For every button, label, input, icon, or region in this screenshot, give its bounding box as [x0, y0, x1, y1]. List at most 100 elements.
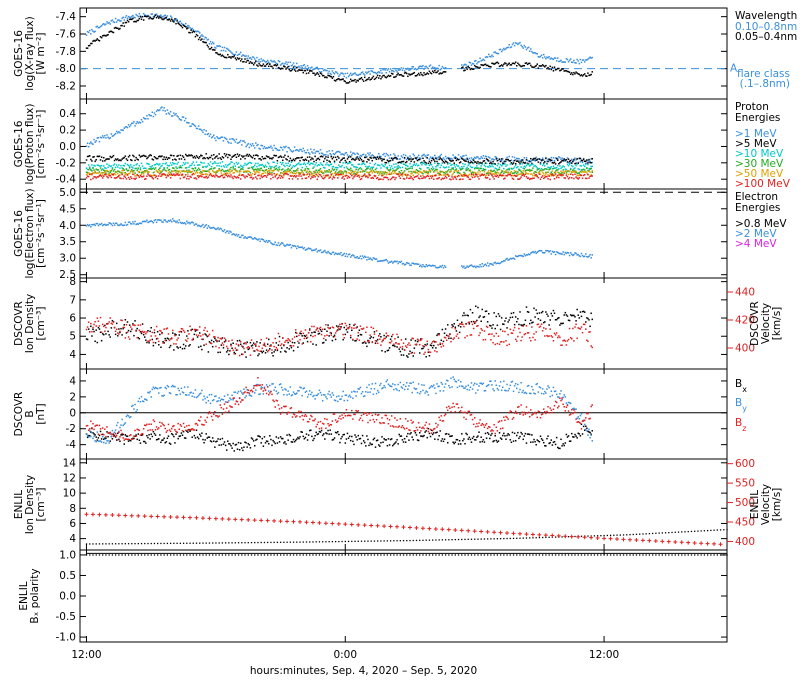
data-point — [507, 259, 509, 261]
data-point — [293, 170, 296, 172]
data-point — [352, 164, 354, 166]
data-point — [500, 164, 503, 167]
data-point — [553, 312, 556, 314]
data-point — [264, 65, 267, 67]
data-point — [329, 327, 331, 329]
data-point — [275, 154, 278, 157]
data-point — [400, 354, 403, 356]
data-point — [279, 146, 282, 148]
data-point — [101, 224, 104, 227]
data-point — [89, 44, 91, 47]
data-point — [470, 320, 473, 323]
data-point — [428, 264, 431, 267]
data-point — [241, 168, 243, 170]
data-point — [269, 171, 271, 174]
data-point — [403, 173, 406, 176]
data-point — [167, 333, 170, 335]
data-point — [282, 242, 284, 245]
data-point — [257, 168, 259, 170]
data-point — [355, 166, 357, 168]
data-point — [368, 154, 370, 156]
data-point — [89, 166, 91, 168]
data-point — [462, 178, 464, 180]
data-point — [186, 121, 188, 124]
data-point — [274, 147, 276, 150]
data-point — [146, 157, 148, 160]
data-point — [85, 328, 88, 331]
data-point — [410, 73, 412, 76]
data-point — [511, 168, 514, 170]
data-point — [342, 153, 344, 156]
data-point — [288, 65, 290, 68]
data-point — [151, 111, 154, 113]
data-point — [509, 172, 512, 174]
data-point — [304, 169, 307, 172]
data-point — [530, 157, 532, 160]
data-point — [502, 323, 504, 325]
data-point — [313, 249, 315, 252]
data-point — [172, 170, 174, 173]
data-point — [93, 155, 95, 158]
data-point — [287, 61, 289, 64]
data-point — [198, 326, 201, 328]
data-point — [580, 159, 583, 162]
data-point — [242, 156, 244, 158]
data-point — [86, 30, 89, 33]
data-point — [184, 167, 187, 169]
data-point — [507, 321, 509, 323]
data-point — [169, 154, 172, 157]
data-point — [273, 161, 275, 164]
data-point — [434, 162, 436, 164]
data-point — [310, 162, 312, 165]
data-point — [90, 226, 92, 228]
data-point — [297, 167, 299, 170]
data-point — [276, 173, 279, 175]
data-point — [235, 58, 238, 61]
data-point — [189, 344, 191, 346]
data-point — [462, 314, 464, 317]
data-point — [554, 173, 557, 175]
data-point — [540, 311, 543, 314]
data-point — [90, 32, 92, 35]
data-point — [91, 28, 93, 31]
data-point — [571, 162, 573, 164]
data-point — [204, 173, 206, 176]
data-point — [292, 170, 295, 172]
data-point — [291, 166, 294, 169]
data-point — [498, 65, 501, 68]
data-point — [285, 61, 287, 63]
data-point — [277, 156, 280, 159]
data-point — [248, 153, 251, 156]
data-point — [316, 66, 319, 69]
data-point — [158, 155, 160, 158]
data-point — [100, 171, 103, 174]
data-point — [252, 238, 255, 240]
data-point — [221, 54, 224, 56]
data-point — [101, 135, 104, 137]
data-point — [406, 355, 408, 357]
data-point — [154, 335, 157, 337]
data-point — [91, 169, 93, 172]
data-point — [165, 170, 168, 172]
data-point — [549, 65, 551, 68]
data-point — [386, 349, 389, 352]
data-point — [169, 174, 172, 176]
data-point — [519, 311, 521, 313]
data-point — [559, 324, 561, 326]
data-point — [363, 173, 366, 175]
data-point — [215, 156, 217, 158]
data-point — [266, 156, 269, 158]
data-point — [425, 163, 427, 166]
data-point — [228, 170, 230, 172]
data-point — [235, 161, 238, 164]
data-point — [492, 165, 494, 168]
data-point — [486, 176, 489, 179]
data-point — [239, 168, 242, 171]
data-point — [569, 159, 572, 162]
data-point — [318, 169, 321, 171]
data-point — [503, 167, 505, 170]
data-point — [491, 174, 493, 176]
data-point — [482, 155, 485, 157]
data-point — [112, 170, 115, 172]
data-point — [396, 71, 398, 73]
